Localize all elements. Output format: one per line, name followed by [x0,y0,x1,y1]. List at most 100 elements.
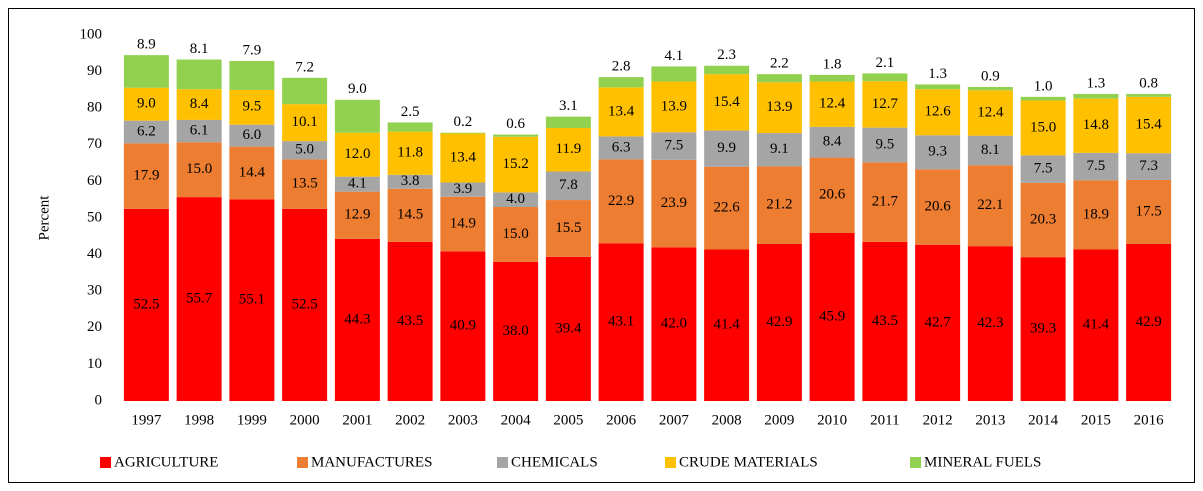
data-label: 15.4 [714,94,741,110]
data-label: 7.5 [1034,161,1053,177]
bar-segment [334,191,380,239]
data-label: 4.0 [506,191,525,207]
bar-segment [967,135,1013,166]
bar-segment [915,169,961,245]
data-label: 15.5 [555,220,581,236]
y-tick-label: 50 [87,209,102,225]
data-label: 20.6 [819,187,846,203]
bar-segment [809,157,855,234]
data-label: 9.0 [348,81,367,97]
bar-segment [545,127,591,172]
x-tick-label: 1999 [237,412,267,428]
data-label: 9.1 [770,141,789,157]
bar-segment [123,143,169,209]
bar-segment [229,124,275,147]
data-label: 1.3 [928,66,947,82]
data-label: 1.0 [1034,78,1053,94]
data-label: 15.2 [503,156,529,172]
bar-segment [229,146,275,200]
bar-segment [1020,155,1066,183]
bar-segment [651,81,697,133]
data-label: 9.5 [243,99,262,115]
data-label: 22.9 [608,193,634,209]
bar-segment [440,196,486,252]
bar-segment [809,81,855,127]
bar-segment [123,55,169,88]
data-label: 0.6 [506,116,525,132]
data-label: 18.9 [1083,206,1109,222]
data-label: 42.9 [1136,314,1162,330]
bar-segment [123,87,169,121]
bar-segment [915,84,961,90]
data-label: 42.9 [766,314,792,330]
bar-segment [334,132,380,177]
data-label: 13.5 [292,176,318,192]
bar-segment [440,182,486,197]
x-tick-label: 2016 [1134,412,1165,428]
bar-segment [809,74,855,82]
data-label: 1.3 [1087,75,1106,91]
data-label: 9.5 [876,136,895,152]
bar-segment [493,136,539,193]
bar-segment [967,90,1013,136]
data-label: 8.4 [190,96,209,112]
x-tick-label: 2011 [870,412,899,428]
data-label: 4.1 [665,48,684,64]
data-label: 13.4 [608,103,635,119]
data-label: 13.9 [766,99,792,115]
bar-segment [1126,153,1172,180]
data-label: 43.5 [872,313,898,329]
x-tick-label: 1998 [184,412,214,428]
data-label: 44.3 [344,311,370,327]
data-label: 6.0 [243,127,262,143]
y-tick-label: 10 [87,356,102,372]
bar-segment [809,233,855,401]
bar-segment [1126,96,1172,154]
data-label: 17.5 [1136,203,1162,219]
x-tick-label: 2008 [712,412,742,428]
bar-segment [704,65,750,75]
data-label: 11.9 [556,141,582,157]
data-label: 23.9 [661,195,687,211]
legend-label: CHEMICALS [511,454,598,470]
data-label: 2.2 [770,56,789,72]
bar-segment [1073,180,1119,250]
data-label: 2.5 [401,104,420,120]
data-label: 6.2 [137,123,156,139]
bar-segment [704,130,750,167]
bar-segment [387,241,433,401]
x-tick-label: 2005 [553,412,583,428]
y-tick-label: 20 [87,319,102,335]
data-label: 38.0 [503,323,529,339]
bar-segment [334,176,380,192]
x-tick-label: 2014 [1028,412,1059,428]
bar-segment [282,77,328,105]
data-label: 12.0 [344,146,370,162]
x-tick-label: 2010 [817,412,847,428]
bar-segment [862,241,908,401]
bar-segment [1126,243,1172,401]
bar-segment [651,247,697,401]
bar-segment [967,86,1013,91]
bar-segment [598,87,644,137]
bar-segment [704,74,750,131]
data-label: 13.4 [450,149,477,165]
bar-segment [598,136,644,160]
bar-segment [387,174,433,189]
x-tick-label: 2007 [659,412,690,428]
y-tick-label: 60 [87,173,102,189]
data-label: 7.2 [295,59,314,75]
data-label: 39.3 [1030,321,1056,337]
legend-swatch [665,457,676,468]
legend-swatch [497,457,508,468]
legend-label: CRUDE MATERIALS [679,454,818,470]
data-label: 20.3 [1030,211,1056,227]
legend-label: MANUFACTURES [311,454,432,470]
bar-segment [545,200,591,257]
data-label: 55.1 [239,292,265,308]
data-label: 11.8 [397,145,423,161]
data-label: 41.4 [1083,317,1110,333]
bar-segment [1020,100,1066,156]
bar-segment [334,99,380,133]
bar-segment [1073,152,1119,181]
